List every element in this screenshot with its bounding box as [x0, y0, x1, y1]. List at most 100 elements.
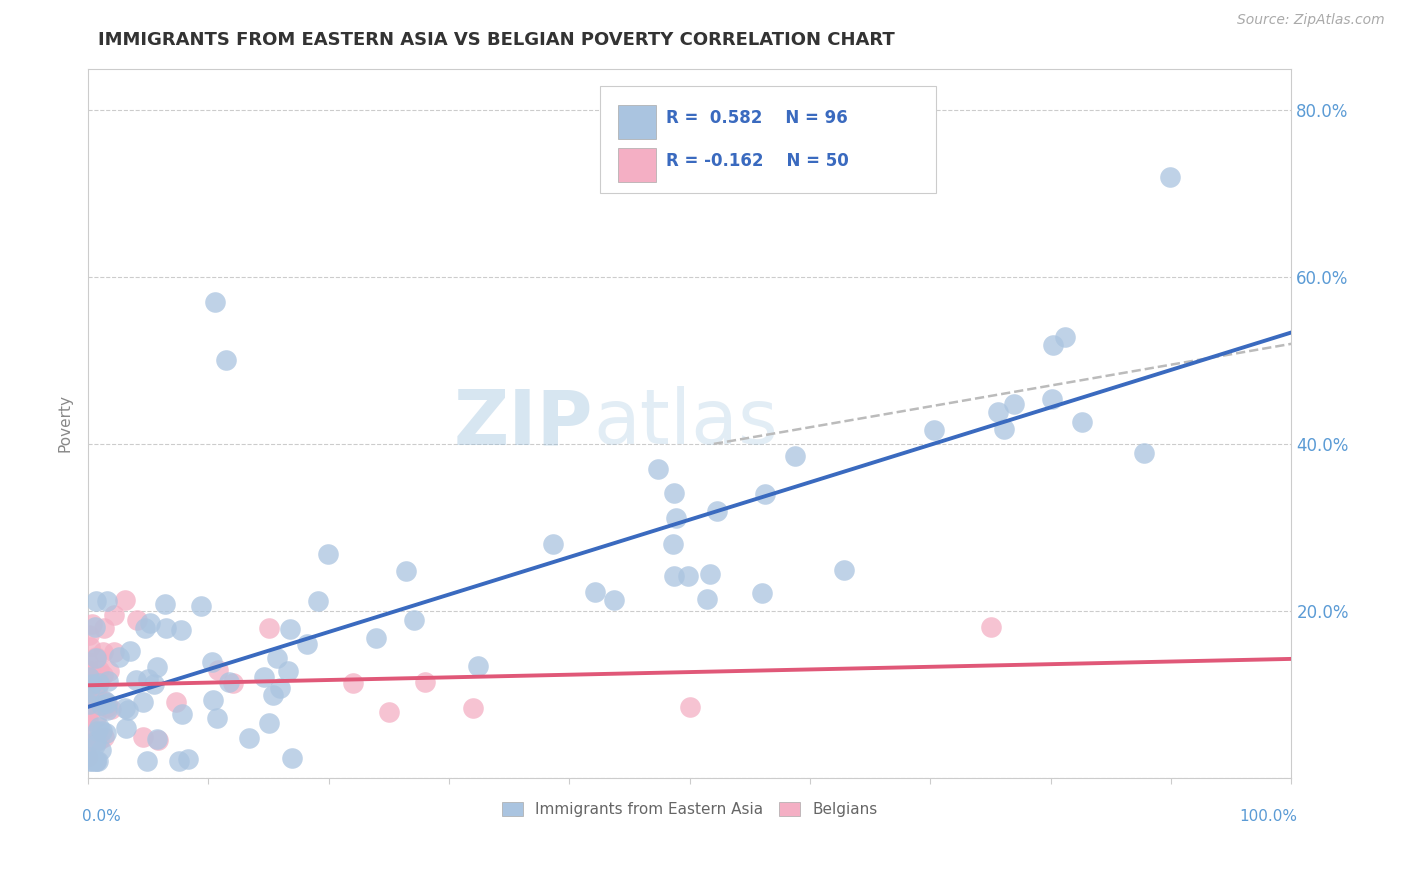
Point — [602, 593, 624, 607]
Point — [145, 660, 167, 674]
Point — [132, 695, 155, 709]
Point — [77, 749, 100, 764]
Point — [83, 683, 105, 698]
Point — [281, 751, 304, 765]
Point — [87, 720, 110, 734]
Point — [269, 681, 291, 695]
Point — [583, 585, 606, 599]
Point — [155, 597, 177, 611]
Point — [96, 594, 118, 608]
Point — [754, 486, 776, 500]
Point — [79, 754, 101, 768]
Point — [706, 504, 728, 518]
Point — [308, 594, 330, 608]
Point — [84, 693, 107, 707]
Text: atlas: atlas — [593, 386, 779, 460]
Text: 0.0%: 0.0% — [82, 809, 121, 824]
Point — [79, 640, 101, 654]
FancyBboxPatch shape — [617, 105, 657, 139]
Point — [84, 594, 107, 608]
Point — [77, 681, 100, 695]
Point — [665, 510, 688, 524]
Point — [262, 689, 284, 703]
Point — [77, 750, 100, 764]
Point — [204, 295, 226, 310]
Point — [114, 721, 136, 735]
Point — [96, 703, 118, 717]
Point — [125, 673, 148, 687]
Point — [77, 667, 100, 681]
Point — [96, 726, 118, 740]
Point — [278, 623, 301, 637]
Point — [79, 628, 101, 642]
Point — [1002, 397, 1025, 411]
Point — [103, 608, 125, 623]
Point — [165, 695, 187, 709]
Point — [134, 621, 156, 635]
Point — [80, 677, 103, 691]
Point — [170, 706, 193, 721]
Point — [277, 664, 299, 678]
Point — [87, 663, 110, 677]
Y-axis label: Poverty: Poverty — [58, 394, 72, 452]
Point — [1159, 169, 1181, 184]
Point — [77, 663, 100, 677]
Point — [117, 703, 139, 717]
Point — [77, 684, 100, 698]
Point — [82, 754, 104, 768]
Point — [662, 569, 685, 583]
Point — [413, 674, 436, 689]
Point — [87, 732, 110, 747]
Point — [257, 715, 280, 730]
Text: 100.0%: 100.0% — [1240, 809, 1298, 824]
Point — [82, 616, 104, 631]
Point — [177, 752, 200, 766]
Point — [114, 593, 136, 607]
Point — [80, 672, 103, 686]
Text: ZIP: ZIP — [454, 386, 593, 460]
Point — [378, 705, 401, 719]
Point — [100, 702, 122, 716]
Point — [98, 664, 121, 678]
Point — [77, 721, 100, 735]
Point — [662, 486, 685, 500]
Point — [94, 694, 117, 708]
Point — [1040, 392, 1063, 406]
Point — [207, 663, 229, 677]
Point — [266, 651, 288, 665]
Point — [167, 754, 190, 768]
Point — [834, 563, 856, 577]
Point — [87, 676, 110, 690]
Point — [139, 616, 162, 631]
Point — [676, 569, 699, 583]
Point — [205, 711, 228, 725]
Point — [922, 423, 945, 437]
Point — [77, 697, 100, 711]
Point — [987, 405, 1010, 419]
Point — [93, 730, 115, 744]
Point — [93, 622, 115, 636]
Point — [96, 699, 118, 714]
Point — [77, 673, 100, 687]
Point — [77, 734, 100, 748]
Point — [662, 537, 685, 551]
Point — [136, 672, 159, 686]
Point — [647, 462, 669, 476]
Point — [215, 353, 238, 368]
Point — [127, 613, 149, 627]
Point — [783, 450, 806, 464]
Point — [1042, 338, 1064, 352]
Point — [316, 547, 339, 561]
Point — [77, 668, 100, 682]
Point — [202, 693, 225, 707]
Point — [155, 621, 177, 635]
Point — [84, 738, 107, 752]
Point — [118, 644, 141, 658]
Point — [190, 599, 212, 613]
Point — [679, 700, 702, 714]
Point — [80, 690, 103, 704]
Point — [82, 668, 104, 682]
Point — [77, 655, 100, 669]
Point — [463, 701, 485, 715]
Point — [980, 620, 1002, 634]
